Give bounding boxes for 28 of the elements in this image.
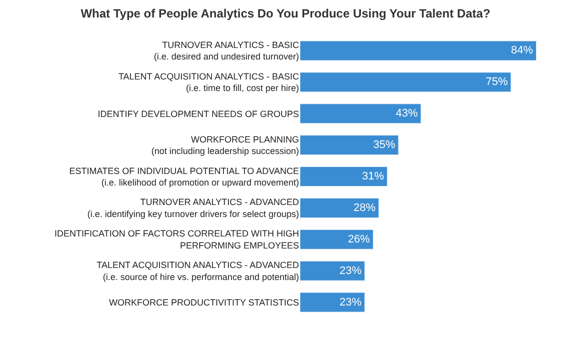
data-label: 35% — [373, 139, 396, 152]
y-tick-label: WORKFORCE PRODUCTIVITITY STATISTICS — [108, 297, 299, 308]
bar — [300, 229, 374, 250]
bar — [300, 72, 512, 92]
bar — [300, 292, 365, 312]
data-label: 26% — [348, 233, 370, 246]
y-tick-label: WORKFORCE PLANNING (not including leadership succession) — [151, 134, 299, 156]
data-label: 84% — [511, 44, 534, 57]
data-label: 75% — [486, 76, 508, 88]
y-tick-label: ESTIMATES OF INDIVIDUAL POTENTIAL TO ADVANCE (i.e. likelihood of promotion or upward movement) — [69, 166, 299, 188]
y-tick-label: IDENTIFY DEVELOPMENT NEEDS OF GROUPS — [98, 108, 299, 119]
data-label: 28% — [354, 202, 376, 214]
y-tick-label: TALENT ACQUISITION ANALYTICS - BASIC (i.e. time to fill, cost per hire) — [118, 71, 300, 94]
chart-title: What Type of People Analytics Do You Produce Using Your Talent Data? — [80, 6, 490, 20]
y-tick-label: TALENT ACQUISITION ANALYTICS - ADVANCED (i.e. source of hire vs. performance and potential) — [96, 260, 300, 282]
y-tick-label: TURNOVER ANALYTICS - ADVANCED (i.e. identifying key turnover drivers for select groups) — [87, 197, 300, 219]
data-label: 43% — [396, 108, 418, 120]
bar — [300, 40, 537, 61]
y-tick-label: IDENTIFICATION OF FACTORS CORRELATED WITH HIGH PERFORMING EMPLOYEES — [54, 228, 299, 250]
data-label: 31% — [362, 170, 384, 182]
bar — [300, 166, 388, 186]
bar — [300, 198, 380, 218]
data-label: 23% — [339, 296, 362, 308]
bar — [300, 135, 399, 156]
data-label: 23% — [339, 264, 362, 277]
y-tick-label: TURNOVER ANALYTICS - BASIC (i.e. desired and undesired turnover) — [154, 40, 300, 62]
bar — [300, 104, 422, 124]
bar — [300, 260, 365, 281]
